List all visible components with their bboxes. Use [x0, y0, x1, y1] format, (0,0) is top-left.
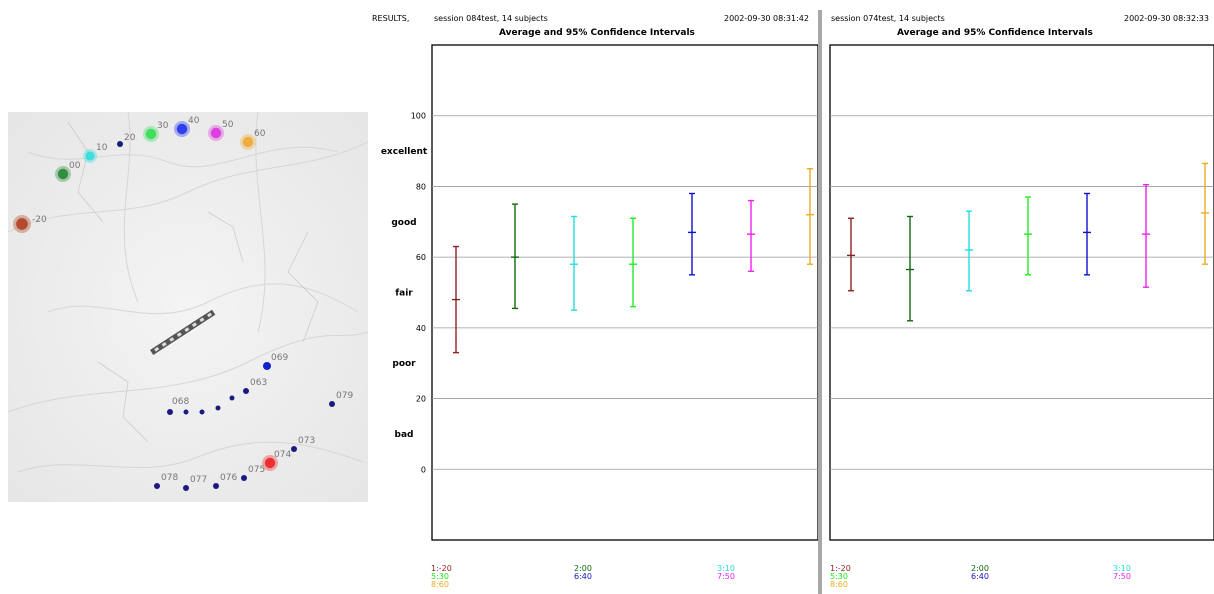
map-marker-00: 00 — [55, 161, 81, 182]
results-label: RESULTS, — [372, 14, 410, 23]
legend-entry: 3:10 — [717, 564, 735, 573]
map-dot — [215, 405, 221, 411]
map-marker--20: -20 — [13, 215, 47, 233]
legend-entry: 2:00 — [574, 564, 592, 573]
quality-label-poor: poor — [392, 359, 416, 369]
y-tick-label: 80 — [416, 182, 426, 191]
quality-label-bad: bad — [395, 430, 414, 440]
legend-entry: 7:50 — [1113, 572, 1131, 581]
chart-left: 0 20 40 60 80 100 excellent good fair poor bad 1:-2… — [381, 44, 818, 589]
map-marker-label: 075 — [248, 465, 265, 475]
map-markers: -20 00 10 20 30 40 50 60 069 068 063 079 073 074 075 07… — [13, 116, 353, 491]
errorbar-8:60 — [1201, 162, 1209, 265]
errorbar-6:40 — [688, 192, 696, 276]
chart-title-left: Average and 95% Confidence Intervals — [499, 28, 695, 38]
map-marker-40: 40 — [174, 116, 200, 137]
session-label-right: session 074test, 14 subjects — [831, 14, 945, 23]
map-marker-label: -20 — [32, 215, 47, 225]
map-marker-label: 30 — [157, 121, 169, 131]
map-marker-label: 063 — [250, 378, 267, 388]
map-marker-label: 40 — [188, 116, 200, 126]
legend-entry: 1:-20 — [830, 564, 851, 573]
session-label-left: session 084test, 14 subjects — [434, 14, 548, 23]
y-tick-label: 60 — [416, 253, 426, 262]
map-marker-label: 10 — [96, 143, 108, 153]
legend-entry: 3:10 — [1113, 564, 1131, 573]
y-tick-label: 40 — [416, 324, 426, 333]
map-marker-label: 077 — [190, 475, 207, 485]
errorbar-5:30 — [629, 217, 637, 308]
legend-entry: 8:60 — [431, 580, 449, 589]
legend-entry: 6:40 — [574, 572, 592, 581]
map-marker-label: 068 — [172, 397, 189, 407]
errorbar-8:60 — [806, 168, 814, 265]
errorbar-2:00 — [511, 203, 519, 310]
map-marker-label: 069 — [271, 353, 288, 363]
y-tick-label: 20 — [416, 395, 426, 404]
map-marker-073: 073 — [291, 436, 315, 452]
y-tick-label: 0 — [421, 465, 426, 474]
map-marker-label: 60 — [254, 129, 266, 139]
map-dot — [199, 409, 205, 415]
map-marker-078: 078 — [154, 473, 178, 489]
map-marker-076: 076 — [213, 473, 237, 489]
legend-entry: 7:50 — [717, 572, 735, 581]
map-marker-10: 10 — [83, 143, 108, 163]
plot-frame — [829, 44, 1214, 541]
chart-title-right: Average and 95% Confidence Intervals — [897, 28, 1093, 38]
map-dot — [229, 395, 235, 401]
quality-label-excellent: excellent — [381, 147, 428, 157]
map-marker-label: 20 — [124, 133, 136, 143]
y-tick-label: 100 — [411, 112, 426, 121]
legend-entry: 6:40 — [971, 572, 989, 581]
map-marker-077: 077 — [183, 475, 207, 491]
map-marker-label: 00 — [69, 161, 81, 171]
errorbar-5:30 — [1024, 196, 1032, 276]
errorbar-1:-20 — [452, 245, 460, 354]
stripe-marks — [154, 312, 212, 352]
map-marker-063: 063 — [243, 378, 267, 394]
map-marker-074: 074 — [262, 450, 291, 471]
plot-frame — [431, 44, 818, 541]
legend-entry: 5:30 — [431, 572, 449, 581]
map-marker-label: 079 — [336, 391, 353, 401]
map-marker-label: 078 — [161, 473, 178, 483]
errorbar-3:10 — [965, 210, 973, 292]
map-marker-069: 069 — [263, 353, 288, 370]
map-marker-30: 30 — [143, 121, 169, 142]
map-marker-label: 50 — [222, 120, 234, 130]
map-marker-label: 074 — [274, 450, 291, 460]
legend-entry: 8:60 — [830, 580, 848, 589]
panel-divider — [818, 10, 822, 594]
quality-label-good: good — [391, 218, 416, 228]
legend-entry: 5:30 — [830, 572, 848, 581]
position-map: -20 00 10 20 30 40 50 60 069 068 063 079 073 074 075 07… — [8, 112, 368, 502]
map-marker-079: 079 — [329, 391, 353, 407]
errorbar-1:-20 — [847, 217, 855, 292]
map-marker-075: 075 — [241, 465, 265, 481]
map-marker-label: 076 — [220, 473, 237, 483]
errorbar-7:50 — [747, 199, 755, 272]
map-marker-068: 068 — [167, 397, 189, 415]
quality-label-fair: fair — [395, 289, 413, 299]
map-marker-20: 20 — [117, 133, 136, 147]
errorbar-6:40 — [1083, 192, 1091, 276]
timestamp-right: 2002-09-30 08:32:33 — [1124, 14, 1209, 23]
map-marker-50: 50 — [208, 120, 234, 141]
errorbar-2:00 — [906, 215, 914, 322]
timestamp-left: 2002-09-30 08:31:42 — [724, 14, 809, 23]
legend-entry: 1:-20 — [431, 564, 452, 573]
legend-entry: 2:00 — [971, 564, 989, 573]
errorbar-7:50 — [1142, 183, 1150, 288]
map-dot — [183, 409, 189, 415]
map-marker-label: 073 — [298, 436, 315, 446]
map-marker-60: 60 — [240, 129, 266, 150]
errorbar-3:10 — [570, 215, 578, 311]
chart-right: 1:-20 2:00 3:10 5:30 6:40 7:50 8:60 — [829, 44, 1214, 589]
